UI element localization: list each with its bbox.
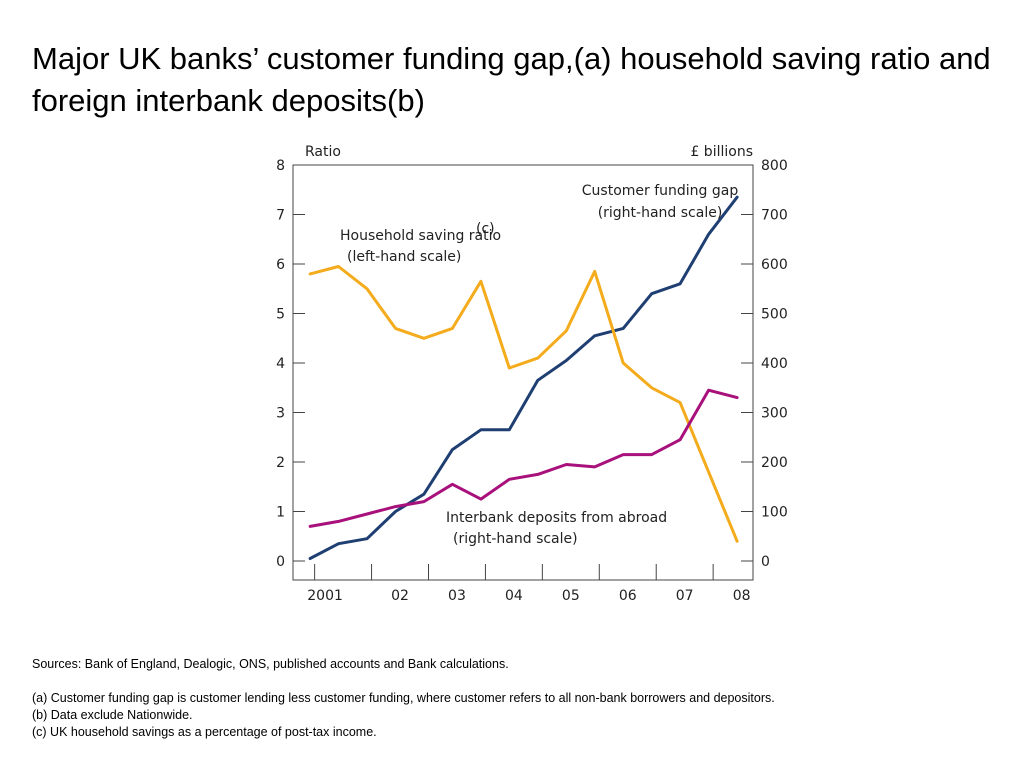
y-left-tick-label: 2 [276, 455, 285, 471]
x-tick-label: 03 [448, 588, 466, 604]
y-right-tick-label: 800 [761, 158, 788, 174]
plot-frame [292, 164, 754, 581]
y-right-tick-label: 600 [761, 257, 788, 273]
y-right-tick-label: 400 [761, 356, 788, 372]
y-right-tick-label: 300 [761, 406, 788, 422]
page-title: Major UK banks’ customer funding gap,(a)… [32, 41, 991, 118]
series-line-1 [308, 265, 739, 543]
annotation-saving-ratio-scale: (left-hand scale) [347, 249, 461, 265]
y-left-tick-label: 8 [276, 158, 285, 174]
footnote-c: (c) UK household savings as a percentage… [32, 725, 377, 739]
x-tick-label: 08 [733, 588, 751, 604]
x-tick-label: 05 [562, 588, 580, 604]
y-left-tick-label: 5 [276, 307, 285, 323]
sources-note: Sources: Bank of England, Dealogic, ONS,… [32, 657, 509, 671]
y-left-tick-label: 7 [276, 208, 285, 224]
footnote-a: (a) Customer funding gap is customer len… [32, 691, 775, 705]
chart: 0 1 2 3 4 5 6 7 8 0 100 200 300 400 500 600 700 800 Ratio £… [276, 144, 788, 604]
y-right-tick-label: 0 [761, 554, 770, 570]
y-left-tick-label: 1 [276, 505, 285, 521]
y-right-tick-label: 500 [761, 307, 788, 323]
annotation-funding-gap-scale: (right-hand scale) [598, 205, 723, 221]
x-tick-label: 07 [676, 588, 694, 604]
x-tick-label: 2001 [307, 588, 343, 604]
y-right-tick-label: 100 [761, 505, 788, 521]
x-tick-label: 02 [391, 588, 409, 604]
chart-notes: Sources: Bank of England, Dealogic, ONS,… [32, 656, 992, 741]
annotation-funding-gap: Customer funding gap [582, 183, 739, 199]
annotation-saving-ratio: Household saving ratio [340, 228, 501, 244]
y-left-tick-label: 0 [276, 554, 285, 570]
series-line-2 [308, 388, 739, 528]
x-tick-label: 06 [619, 588, 637, 604]
y-left-tick-label: 3 [276, 406, 285, 422]
annotation-interbank-scale: (right-hand scale) [453, 531, 578, 547]
annotation-saving-ratio-superscript: (c) [476, 221, 495, 237]
y-right-tick-label: 700 [761, 208, 788, 224]
x-tick-label: 04 [505, 588, 523, 604]
footnote-b: (b) Data exclude Nationwide. [32, 708, 193, 722]
y-left-tick-label: 6 [276, 257, 285, 273]
y-left-axis-label: Ratio [305, 144, 341, 160]
series-line-0 [308, 195, 739, 560]
y-right-axis-label: £ billions [690, 144, 753, 160]
y-right-tick-label: 200 [761, 455, 788, 471]
y-left-tick-label: 4 [276, 356, 285, 372]
annotation-interbank: Interbank deposits from abroad [446, 510, 667, 526]
